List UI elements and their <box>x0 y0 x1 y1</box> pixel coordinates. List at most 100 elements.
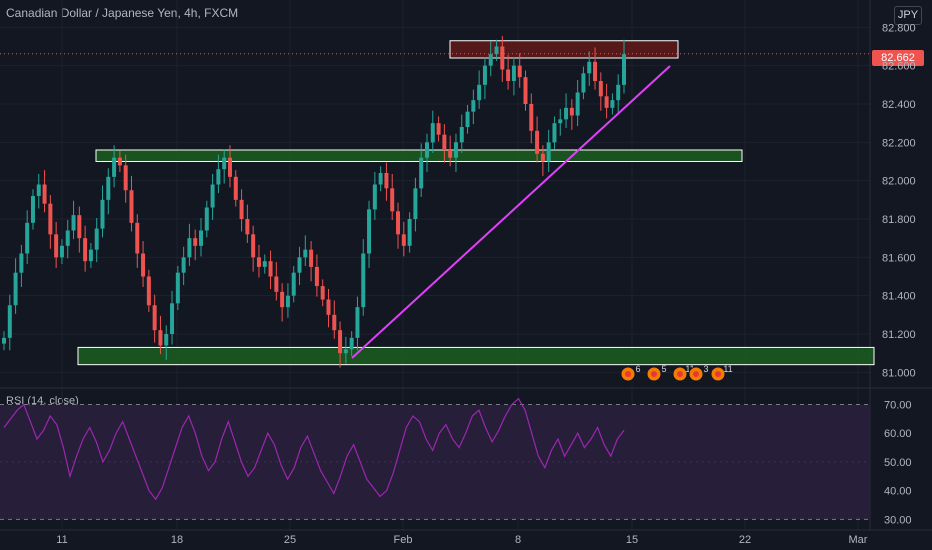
candle-body[interactable] <box>181 257 186 273</box>
candle-body[interactable] <box>88 249 93 262</box>
candle-body[interactable] <box>413 188 418 219</box>
candle-body[interactable] <box>77 215 82 239</box>
candle-body[interactable] <box>511 65 516 81</box>
candle-body[interactable] <box>332 314 337 331</box>
candle-body[interactable] <box>326 299 331 315</box>
candle-body[interactable] <box>436 123 441 135</box>
candle-body[interactable] <box>280 291 285 308</box>
candle-body[interactable] <box>575 92 580 116</box>
candle-body[interactable] <box>419 157 424 189</box>
candle-body[interactable] <box>343 349 348 354</box>
currency-button[interactable]: JPY <box>894 6 922 25</box>
candle-body[interactable] <box>187 238 192 258</box>
candle-body[interactable] <box>581 73 586 93</box>
candle-body[interactable] <box>175 272 180 304</box>
candle-body[interactable] <box>216 169 221 185</box>
candle-body[interactable] <box>523 77 528 104</box>
candle-body[interactable] <box>378 173 383 185</box>
candle-body[interactable] <box>233 176 238 200</box>
candle-body[interactable] <box>598 81 603 97</box>
candle-body[interactable] <box>529 104 534 131</box>
rsi-line[interactable] <box>3 397 625 501</box>
candle-body[interactable] <box>564 107 569 120</box>
candle-body[interactable] <box>309 249 314 267</box>
candle-body[interactable] <box>604 96 609 108</box>
candle-body[interactable] <box>407 219 412 246</box>
candle-body[interactable] <box>170 303 175 334</box>
candle-body[interactable] <box>355 307 360 338</box>
candle-body[interactable] <box>401 234 406 246</box>
candle-body[interactable] <box>390 188 395 212</box>
candle-body[interactable] <box>222 157 227 170</box>
candle-body[interactable] <box>593 61 598 81</box>
candle-body[interactable] <box>569 107 574 116</box>
candle-body[interactable] <box>268 261 273 277</box>
candle-body[interactable] <box>7 305 12 338</box>
candle-body[interactable] <box>424 142 429 158</box>
candle-body[interactable] <box>367 209 372 254</box>
candle-body[interactable] <box>112 157 117 177</box>
candle-body[interactable] <box>48 203 53 235</box>
candle-body[interactable] <box>251 234 256 258</box>
candle-body[interactable] <box>396 211 401 235</box>
candle-body[interactable] <box>83 238 88 262</box>
candle-body[interactable] <box>256 257 261 267</box>
candle-body[interactable] <box>274 276 279 292</box>
candle-body[interactable] <box>123 165 128 191</box>
candle-body[interactable] <box>199 230 204 246</box>
candle-body[interactable] <box>622 54 626 85</box>
candle-body[interactable] <box>546 142 551 162</box>
candle-body[interactable] <box>106 176 111 200</box>
candle-body[interactable] <box>500 46 505 70</box>
candle-body[interactable] <box>453 142 458 158</box>
candle-body[interactable] <box>65 230 70 246</box>
candle-body[interactable] <box>164 334 169 346</box>
candle-body[interactable] <box>141 253 146 277</box>
candle-body[interactable] <box>239 199 244 219</box>
candle-body[interactable] <box>297 257 302 273</box>
candle-body[interactable] <box>19 253 24 273</box>
candle-body[interactable] <box>36 184 41 197</box>
candle-body[interactable] <box>448 150 453 158</box>
candle-body[interactable] <box>42 184 47 204</box>
ascending-trendline[interactable] <box>351 65 671 359</box>
candle-body[interactable] <box>30 196 35 223</box>
candle-body[interactable] <box>285 295 290 308</box>
candle-body[interactable] <box>361 253 366 308</box>
candle-body[interactable] <box>303 249 308 258</box>
candle-body[interactable] <box>13 272 18 306</box>
candle-body[interactable] <box>477 84 482 101</box>
candle-body[interactable] <box>552 123 557 143</box>
candle-body[interactable] <box>465 111 470 127</box>
candle-body[interactable] <box>158 330 163 346</box>
candle-body[interactable] <box>100 199 105 229</box>
candle-body[interactable] <box>2 337 6 344</box>
candle-body[interactable] <box>71 215 76 231</box>
candle-body[interactable] <box>245 219 250 235</box>
candle-body[interactable] <box>227 157 232 177</box>
candle-body[interactable] <box>471 100 476 112</box>
candle-body[interactable] <box>349 337 354 350</box>
candle-body[interactable] <box>540 153 545 162</box>
candle-body[interactable] <box>54 234 59 258</box>
candle-body[interactable] <box>517 65 522 78</box>
candle-body[interactable] <box>129 190 134 223</box>
candle-body[interactable] <box>135 222 140 254</box>
candle-body[interactable] <box>204 207 209 231</box>
candle-body[interactable] <box>372 184 377 210</box>
candle-body[interactable] <box>152 305 157 331</box>
candle-body[interactable] <box>193 238 198 246</box>
candle-body[interactable] <box>506 69 511 82</box>
candle-body[interactable] <box>94 228 99 250</box>
candle-body[interactable] <box>314 266 319 287</box>
candle-body[interactable] <box>610 100 615 108</box>
candle-body[interactable] <box>488 54 493 66</box>
candle-body[interactable] <box>535 130 540 154</box>
candle-body[interactable] <box>616 84 621 101</box>
candle-body[interactable] <box>320 286 325 300</box>
candle-body[interactable] <box>59 245 64 258</box>
candle-body[interactable] <box>494 46 499 55</box>
candle-body[interactable] <box>262 261 267 267</box>
candle-body[interactable] <box>384 173 389 189</box>
